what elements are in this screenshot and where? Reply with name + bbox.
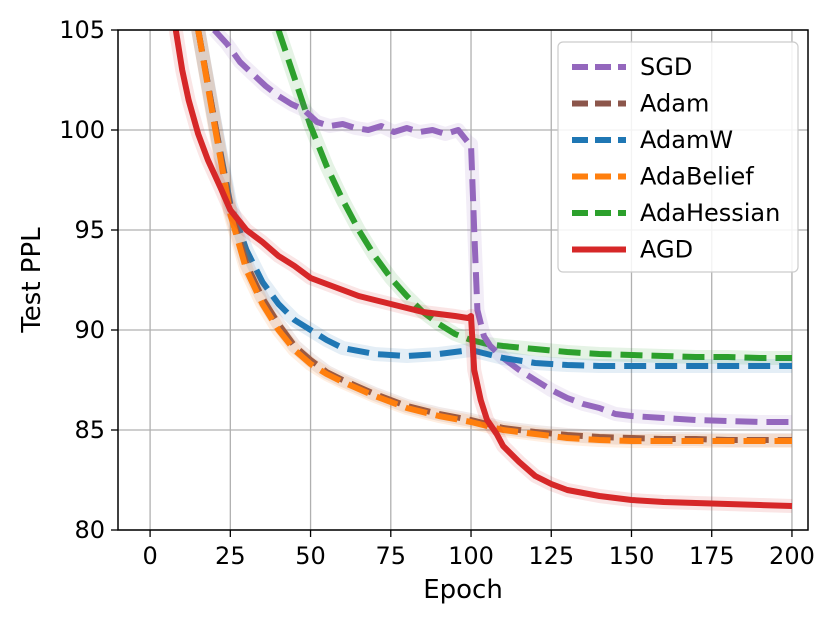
y-tick-label: 105 [59, 16, 105, 44]
axis-ticks: 0 25 50 75 100 125 150 175 200 80 85 90 95 100 105 [59, 16, 815, 570]
legend-label-adabelief: AdaBelief [640, 163, 754, 191]
series-line-adabelief [195, 30, 792, 444]
y-tick-label: 90 [74, 316, 105, 344]
y-tick-label: 100 [59, 116, 105, 144]
series-line-agd [172, 30, 793, 509]
x-tick-label: 175 [689, 542, 735, 570]
legend-label-adam: Adam [640, 90, 709, 118]
x-tick-label: 150 [609, 542, 655, 570]
y-tick-label: 85 [74, 416, 105, 444]
legend: SGD Adam AdamW AdaBelief AdaHessian AGD [557, 41, 799, 273]
x-tick-label: 75 [376, 542, 407, 570]
legend-label-agd: AGD [640, 236, 693, 264]
series-layer [168, 30, 793, 513]
y-axis-title: Test PPL [17, 227, 47, 334]
series-line-adamw [195, 30, 792, 369]
x-tick-label: 25 [215, 542, 246, 570]
x-tick-label: 0 [142, 542, 157, 570]
plot-frame [117, 29, 809, 531]
x-tick-label: 100 [448, 542, 494, 570]
x-tick-label: 200 [769, 542, 815, 570]
legend-label-adamw: AdamW [640, 126, 733, 154]
y-tick-label: 95 [74, 216, 105, 244]
series-line-adahessian [275, 30, 792, 361]
legend-label-sgd: SGD [640, 53, 692, 81]
x-tick-label: 50 [295, 542, 326, 570]
y-tick-label: 80 [74, 516, 105, 544]
x-axis-title: Epoch [423, 575, 503, 605]
legend-label-adahessian: AdaHessian [640, 199, 780, 227]
x-tick-label: 125 [528, 542, 574, 570]
series-line-sgd [212, 30, 792, 425]
